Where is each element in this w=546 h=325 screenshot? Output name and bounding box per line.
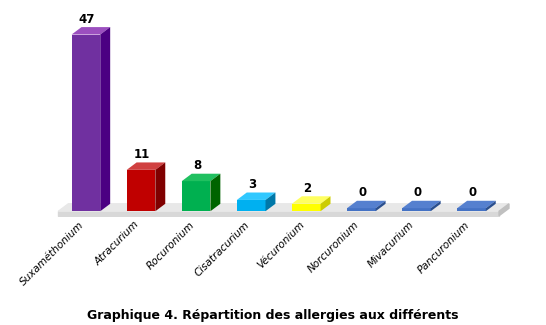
Polygon shape — [100, 27, 110, 211]
Polygon shape — [457, 201, 496, 208]
Text: 2: 2 — [303, 182, 311, 195]
Polygon shape — [347, 201, 385, 208]
Text: 8: 8 — [193, 159, 201, 172]
Polygon shape — [182, 174, 221, 181]
Polygon shape — [237, 192, 275, 200]
Polygon shape — [237, 200, 265, 211]
Polygon shape — [127, 162, 165, 170]
Polygon shape — [292, 196, 330, 204]
Text: 3: 3 — [248, 178, 256, 191]
Polygon shape — [347, 208, 376, 211]
Polygon shape — [321, 196, 330, 211]
Text: Graphique 4. Répartition des allergies aux différents: Graphique 4. Répartition des allergies a… — [87, 309, 459, 322]
Polygon shape — [457, 208, 486, 211]
Polygon shape — [402, 201, 441, 208]
Text: 0: 0 — [468, 186, 477, 199]
Polygon shape — [265, 192, 275, 211]
Polygon shape — [402, 208, 431, 211]
Polygon shape — [182, 181, 210, 211]
Polygon shape — [292, 204, 321, 211]
Text: 11: 11 — [134, 148, 150, 161]
Text: 47: 47 — [79, 13, 95, 26]
Polygon shape — [431, 201, 441, 211]
Text: 0: 0 — [413, 186, 422, 199]
Polygon shape — [72, 27, 110, 34]
Polygon shape — [376, 201, 385, 211]
Polygon shape — [156, 162, 165, 211]
Text: 0: 0 — [358, 186, 366, 199]
Polygon shape — [499, 204, 509, 216]
Polygon shape — [127, 170, 156, 211]
Polygon shape — [486, 201, 496, 211]
Polygon shape — [72, 34, 100, 211]
Polygon shape — [210, 174, 221, 211]
Polygon shape — [58, 211, 499, 216]
Polygon shape — [58, 204, 509, 211]
